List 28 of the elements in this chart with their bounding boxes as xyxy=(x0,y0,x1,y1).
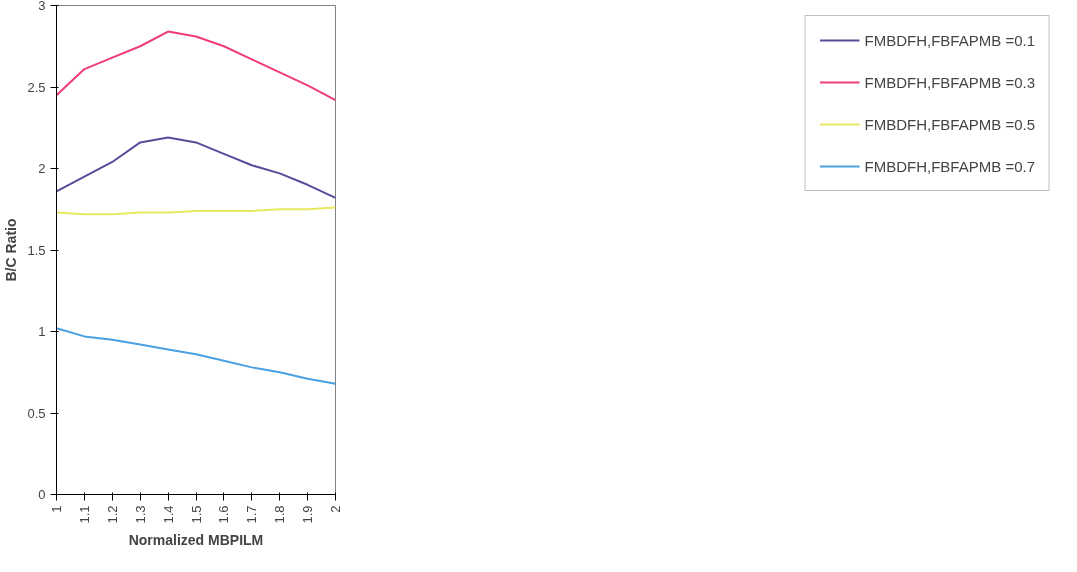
line-series xyxy=(56,30,336,102)
y-tick-label: 1 xyxy=(38,324,46,339)
y-tick-label: 2.5 xyxy=(27,79,46,95)
y-tick-label: 2 xyxy=(38,161,46,176)
legend-label: FMBDFH,FBFAPMB =0.1 xyxy=(864,31,1035,49)
line-series xyxy=(56,327,336,385)
x-tick-label: 1.7 xyxy=(244,505,260,524)
x-tick-label: 1.4 xyxy=(160,505,176,524)
y-tick-label: 0 xyxy=(38,487,46,502)
y-tick-label: 1.5 xyxy=(27,242,46,258)
line-series xyxy=(56,136,336,199)
x-tick-label: 2 xyxy=(328,505,343,513)
legend-label: FMBDFH,FBFAPMB =0.3 xyxy=(864,73,1035,91)
line-series xyxy=(56,206,336,216)
legend-label: FMBDFH,FBFAPMB =0.5 xyxy=(864,115,1035,133)
x-tick-label: 1.6 xyxy=(216,505,232,524)
x-tick-label: 1.1 xyxy=(76,505,92,524)
x-tick-label: 1.5 xyxy=(188,505,204,524)
x-tick-label: 1 xyxy=(49,505,64,513)
y-tick-label: 0.5 xyxy=(27,405,46,421)
y-axis-title: B/C Ratio xyxy=(3,218,20,282)
y-tick-label: 3 xyxy=(38,0,46,13)
x-tick-label: 1.3 xyxy=(132,505,148,524)
x-axis-title: Normalized MBPILM xyxy=(128,531,264,548)
x-tick-label: 1.2 xyxy=(104,505,120,524)
legend-label: FMBDFH,FBFAPMB =0.7 xyxy=(864,157,1035,175)
x-tick-label: 1.9 xyxy=(300,505,316,524)
x-tick-label: 1.8 xyxy=(272,505,288,524)
